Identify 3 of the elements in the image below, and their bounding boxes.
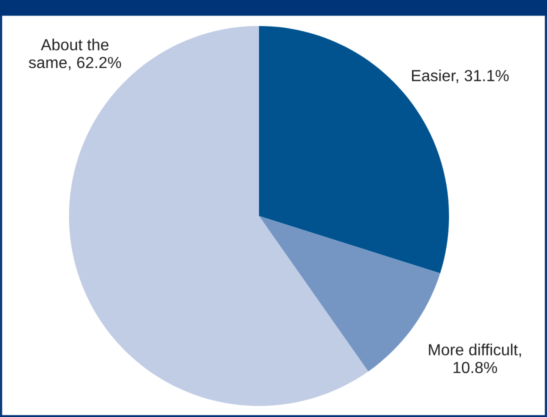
- slice-label: More difficult, 10.8%: [428, 344, 521, 374]
- slice-label: About the same, 62.2%: [28, 38, 122, 70]
- slice-label: Easier, 31.1%: [412, 70, 509, 84]
